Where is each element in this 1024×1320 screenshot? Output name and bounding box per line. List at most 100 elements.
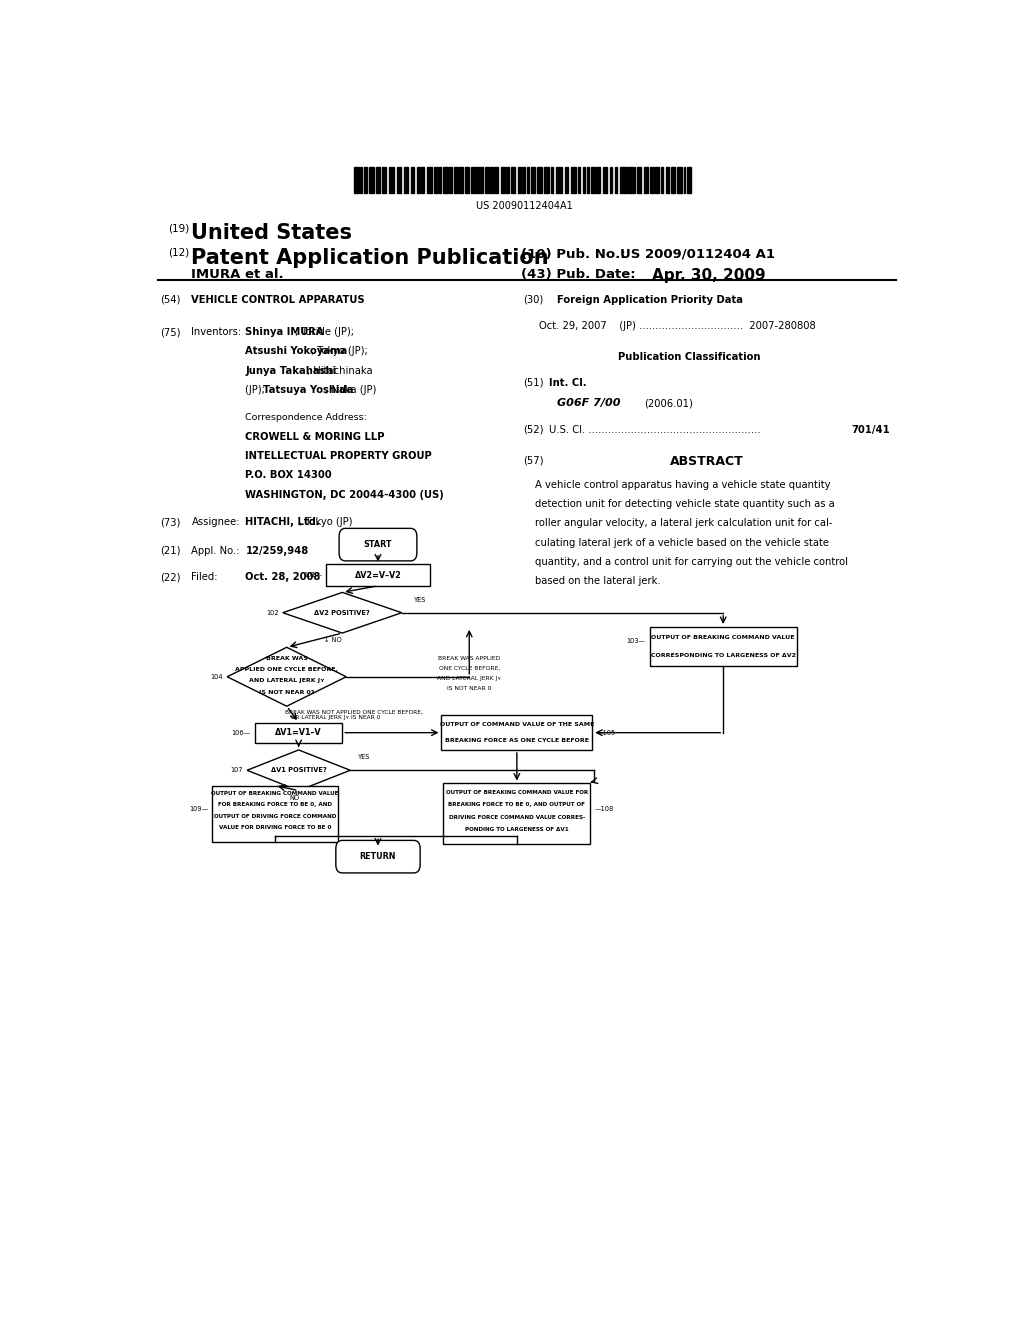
Text: P.O. BOX 14300: P.O. BOX 14300	[246, 470, 332, 480]
Text: (57): (57)	[523, 455, 544, 465]
Text: OUTPUT OF BREAKING COMMAND VALUE: OUTPUT OF BREAKING COMMAND VALUE	[651, 635, 795, 640]
Bar	[544, 166, 549, 193]
Text: ONE CYCLE BEFORE,: ONE CYCLE BEFORE,	[438, 667, 500, 671]
Bar	[687, 166, 691, 193]
FancyBboxPatch shape	[336, 841, 420, 873]
Bar	[411, 166, 415, 193]
Text: (52): (52)	[523, 425, 544, 434]
Bar	[526, 166, 528, 193]
Text: Assignee:: Assignee:	[191, 517, 240, 527]
Bar	[565, 166, 568, 193]
Text: , Naka (JP): , Naka (JP)	[325, 385, 376, 395]
Bar	[454, 166, 458, 193]
Text: 701/41: 701/41	[851, 425, 890, 434]
Text: RETURN: RETURN	[359, 853, 396, 861]
Text: 106—: 106—	[231, 730, 251, 735]
Bar	[662, 166, 663, 193]
Bar	[621, 166, 625, 193]
Text: , Hitachinaka: , Hitachinaka	[307, 366, 373, 376]
Text: FOR BREAKING FORCE TO BE 0, AND: FOR BREAKING FORCE TO BE 0, AND	[218, 803, 332, 808]
Text: YES: YES	[358, 754, 371, 760]
Bar	[531, 166, 536, 193]
FancyBboxPatch shape	[441, 715, 592, 750]
Text: AND LATERAL JERK Jʏ: AND LATERAL JERK Jʏ	[249, 678, 325, 684]
Text: based on the lateral jerk.: based on the lateral jerk.	[536, 576, 660, 586]
FancyBboxPatch shape	[650, 627, 797, 665]
Text: Oct. 28, 2008: Oct. 28, 2008	[246, 572, 321, 582]
Text: United States: United States	[191, 223, 352, 243]
Polygon shape	[283, 593, 401, 634]
Text: 104: 104	[211, 673, 223, 680]
Text: BREAK WAS APPLIED: BREAK WAS APPLIED	[438, 656, 501, 661]
Text: ΔV1 POSITIVE?: ΔV1 POSITIVE?	[270, 767, 327, 774]
Text: DRIVING FORCE COMMAND VALUE CORRES-: DRIVING FORCE COMMAND VALUE CORRES-	[449, 814, 585, 820]
Text: Shinya IMURA: Shinya IMURA	[246, 327, 324, 337]
Bar	[610, 166, 612, 193]
Bar	[354, 166, 358, 193]
Bar	[596, 166, 600, 193]
FancyBboxPatch shape	[212, 785, 338, 842]
Bar	[655, 166, 659, 193]
Text: IS NOT NEAR 0: IS NOT NEAR 0	[447, 686, 492, 692]
Bar	[485, 166, 488, 193]
Bar	[684, 166, 685, 193]
Text: detection unit for detecting vehicle state quantity such as a: detection unit for detecting vehicle sta…	[536, 499, 835, 510]
Bar	[369, 166, 374, 193]
Text: Junya Takahashi: Junya Takahashi	[246, 366, 337, 376]
Text: Correspondence Address:: Correspondence Address:	[246, 412, 368, 421]
Text: CROWELL & MORING LLP: CROWELL & MORING LLP	[246, 432, 385, 442]
Text: (19): (19)	[168, 223, 189, 234]
Text: , Toride (JP);: , Toride (JP);	[295, 327, 354, 337]
Text: BREAKING FORCE TO BE 0, AND OUTPUT OF: BREAKING FORCE TO BE 0, AND OUTPUT OF	[449, 803, 586, 808]
Text: WASHINGTON, DC 20044-4300 (US): WASHINGTON, DC 20044-4300 (US)	[246, 490, 444, 500]
Bar	[591, 166, 595, 193]
Text: HITACHI, Ltd.: HITACHI, Ltd.	[246, 517, 321, 527]
Text: OUTPUT OF COMMAND VALUE OF THE SAME: OUTPUT OF COMMAND VALUE OF THE SAME	[439, 722, 594, 727]
Text: Publication Classification: Publication Classification	[618, 351, 761, 362]
Text: Int. Cl.: Int. Cl.	[549, 378, 586, 388]
Bar	[583, 166, 585, 193]
Bar	[364, 166, 367, 193]
Bar	[644, 166, 647, 193]
Text: Tatsuya Yoshida: Tatsuya Yoshida	[263, 385, 353, 395]
Text: U.S. Cl. .....................................................: U.S. Cl. ...............................…	[549, 425, 760, 434]
Text: ↓ NO: ↓ NO	[324, 638, 342, 643]
Bar	[634, 166, 636, 193]
Text: ΔV2 POSITIVE?: ΔV2 POSITIVE?	[314, 610, 370, 615]
Bar	[480, 166, 483, 193]
Bar	[382, 166, 386, 193]
Text: BREAK WAS NOT APPLIED ONE CYCLE BEFORE,
   OR LATERAL JERK Jʏ IS NEAR 0: BREAK WAS NOT APPLIED ONE CYCLE BEFORE, …	[285, 709, 423, 721]
Text: (51): (51)	[523, 378, 544, 388]
Text: ΔV1=V1–V: ΔV1=V1–V	[275, 729, 322, 737]
Bar	[677, 166, 682, 193]
Bar	[614, 166, 617, 193]
FancyBboxPatch shape	[327, 565, 430, 586]
Text: A vehicle control apparatus having a vehicle state quantity: A vehicle control apparatus having a veh…	[536, 479, 830, 490]
Text: ABSTRACT: ABSTRACT	[670, 455, 743, 469]
Bar	[471, 166, 475, 193]
Bar	[502, 166, 505, 193]
FancyBboxPatch shape	[443, 784, 590, 845]
Bar	[392, 166, 394, 193]
Text: (12): (12)	[168, 248, 189, 257]
Bar	[495, 166, 499, 193]
Text: Apr. 30, 2009: Apr. 30, 2009	[652, 268, 765, 284]
Bar	[626, 166, 628, 193]
Polygon shape	[227, 647, 346, 706]
Bar	[556, 166, 559, 193]
Bar	[666, 166, 670, 193]
Bar	[458, 166, 463, 193]
Text: Foreign Application Priority Data: Foreign Application Priority Data	[557, 294, 742, 305]
Bar	[638, 166, 641, 193]
Bar	[360, 166, 362, 193]
Bar	[376, 166, 380, 193]
Text: (JP);: (JP);	[246, 385, 268, 395]
Bar	[650, 166, 653, 193]
Text: culating lateral jerk of a vehicle based on the vehicle state: culating lateral jerk of a vehicle based…	[536, 537, 829, 548]
Text: IMURA et al.: IMURA et al.	[191, 268, 284, 281]
Bar	[522, 166, 525, 193]
Text: CORRESPONDING TO LARGENESS OF ΔV2: CORRESPONDING TO LARGENESS OF ΔV2	[650, 653, 796, 657]
Bar	[434, 166, 438, 193]
Text: (43) Pub. Date:: (43) Pub. Date:	[521, 268, 636, 281]
Polygon shape	[247, 750, 350, 791]
